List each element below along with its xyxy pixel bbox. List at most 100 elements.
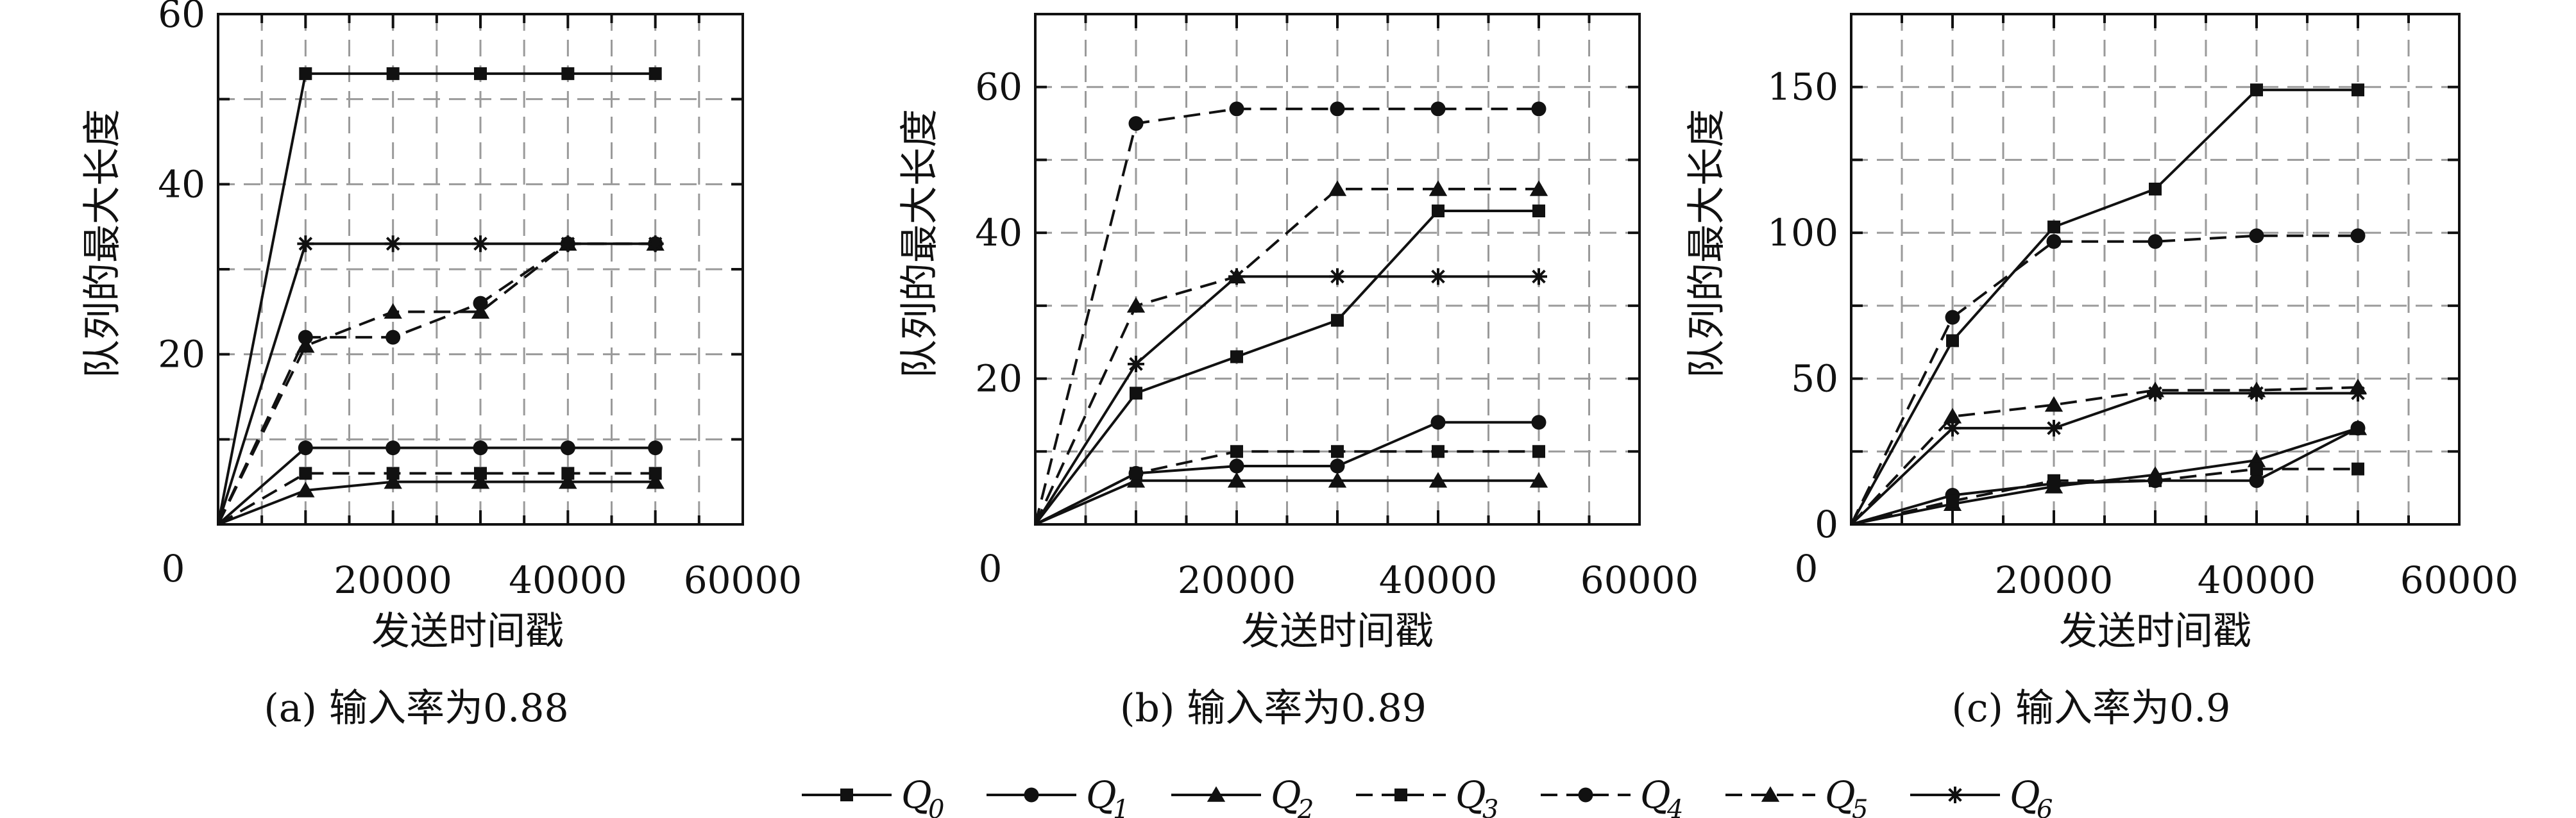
- data-point-Q5: [1328, 180, 1347, 196]
- data-point-Q6: [384, 235, 402, 253]
- data-point-Q6: [472, 235, 489, 253]
- data-point-Q5: [384, 303, 402, 319]
- data-point-Q0: [474, 67, 487, 80]
- data-point-Q6: [647, 235, 664, 253]
- y-tick-label: 40: [975, 211, 1022, 255]
- series-Q0: [217, 67, 662, 525]
- data-point-Q6: [1944, 419, 1961, 437]
- legend-item-q5: Q5: [1725, 773, 1868, 818]
- x-tick-label: 0: [1795, 547, 1818, 590]
- data-point-Q1: [1330, 458, 1345, 474]
- series-line-Q2: [1035, 479, 1539, 526]
- series-Q0: [1850, 83, 2364, 525]
- x-tick-label: 20000: [1995, 558, 2114, 602]
- data-point-Q2: [1126, 472, 1146, 488]
- data-point-Q1: [1430, 415, 1446, 430]
- legend-marker: [1207, 786, 1226, 802]
- y-tick-label: 20: [158, 333, 205, 376]
- legend-label-sub: 0: [928, 795, 944, 818]
- chart-panel-2: 0 20000 40000 60000 0 50 100 150 发送时间戳 队列的最大长度 (c)…: [1684, 13, 2519, 731]
- legend-label: Q: [1455, 773, 1486, 817]
- series-line-Q1: [1851, 427, 2359, 526]
- legend-label: Q: [1086, 773, 1117, 817]
- legend-item-q4: Q4: [1541, 773, 1683, 818]
- series-Q4: [1850, 228, 2366, 525]
- y-tick-label: 60: [975, 65, 1022, 109]
- data-point-Q1: [2249, 473, 2264, 488]
- data-point-Q4: [1945, 310, 1960, 325]
- series-line-Q3: [1851, 467, 2358, 526]
- x-tick-label: 40000: [2198, 558, 2316, 602]
- data-point-Q4: [1330, 101, 1345, 117]
- data-point-Q0: [2250, 83, 2263, 97]
- series-line-Q5: [217, 242, 656, 525]
- legend-item-q3: Q3: [1356, 773, 1498, 818]
- data-point-Q3: [648, 467, 662, 480]
- data-point-Q4: [1229, 101, 1244, 117]
- data-point-Q5: [471, 303, 490, 319]
- data-point-Q1: [386, 440, 401, 456]
- series-line-Q4: [217, 242, 656, 525]
- data-point-Q6: [2046, 419, 2062, 437]
- data-point-Q5: [1126, 297, 1146, 313]
- y-tick-label: 100: [1767, 211, 1838, 255]
- legend: Q0 Q1 Q2 Q3 Q4 Q5 Q6: [802, 773, 2053, 818]
- series-Q3: [1851, 462, 2364, 526]
- data-point-Q6: [1329, 268, 1346, 285]
- legend-marker: [1394, 789, 1407, 801]
- series-Q6: [1850, 385, 2366, 526]
- legend-item-q0: Q0: [802, 773, 944, 818]
- y-tick-label: 0: [1815, 503, 1838, 546]
- data-point-Q5: [1428, 180, 1448, 196]
- data-point-Q4: [386, 330, 401, 345]
- legend-marker: [1578, 787, 1593, 803]
- data-point-Q0: [1331, 313, 1344, 327]
- y-tick-label: 40: [158, 162, 205, 206]
- x-tick-label: 60000: [2400, 558, 2519, 602]
- data-point-Q3: [2149, 474, 2162, 487]
- data-point-Q3: [2047, 474, 2060, 487]
- data-point-Q0: [2149, 182, 2162, 196]
- data-point-Q4: [1128, 116, 1144, 131]
- series-line-Q0: [1034, 210, 1539, 526]
- data-point-Q3: [386, 467, 400, 480]
- y-axis-label: 队列的最大长度: [80, 109, 125, 378]
- x-tick-label: 60000: [1580, 558, 1699, 602]
- legend-label: Q: [901, 773, 932, 817]
- series-line-Q4: [1034, 107, 1539, 525]
- legend-label-sub: 2: [1297, 795, 1314, 818]
- legend-label-sub: 3: [1482, 795, 1498, 818]
- data-point-Q2: [1227, 472, 1246, 488]
- series-line-Q5: [1850, 386, 2359, 526]
- data-point-Q5: [1529, 180, 1548, 196]
- x-tick-label: 60000: [684, 558, 802, 602]
- series-line-Q1: [217, 446, 656, 526]
- data-point-Q2: [2348, 419, 2368, 435]
- data-point-Q3: [474, 467, 487, 480]
- data-point-Q3: [1230, 445, 1243, 458]
- y-tick-label: 150: [1767, 65, 1838, 109]
- data-point-Q3: [1532, 445, 1545, 458]
- data-point-Q2: [559, 473, 577, 489]
- data-point-Q4: [2148, 234, 2163, 249]
- series-line-Q1: [1035, 421, 1539, 526]
- data-point-Q1: [1229, 458, 1244, 474]
- data-point-Q6: [2147, 385, 2164, 402]
- data-point-Q2: [296, 481, 315, 497]
- legend-label-sub: 1: [1113, 795, 1129, 818]
- data-point-Q4: [2350, 228, 2366, 244]
- data-point-Q0: [299, 67, 312, 80]
- x-tick-label: 20000: [1178, 558, 1296, 602]
- y-tick-label: 50: [1791, 357, 1838, 401]
- series-Q2: [1851, 419, 2368, 526]
- data-point-Q3: [1946, 494, 1959, 508]
- series-line-Q4: [1850, 234, 2358, 525]
- legend-label: Q: [1271, 773, 1301, 817]
- data-point-Q0: [561, 67, 575, 80]
- data-point-Q0: [2047, 221, 2060, 234]
- legend-item-q6: Q6: [1910, 773, 2053, 818]
- data-point-Q6: [2248, 385, 2265, 402]
- data-point-Q6: [1530, 268, 1547, 285]
